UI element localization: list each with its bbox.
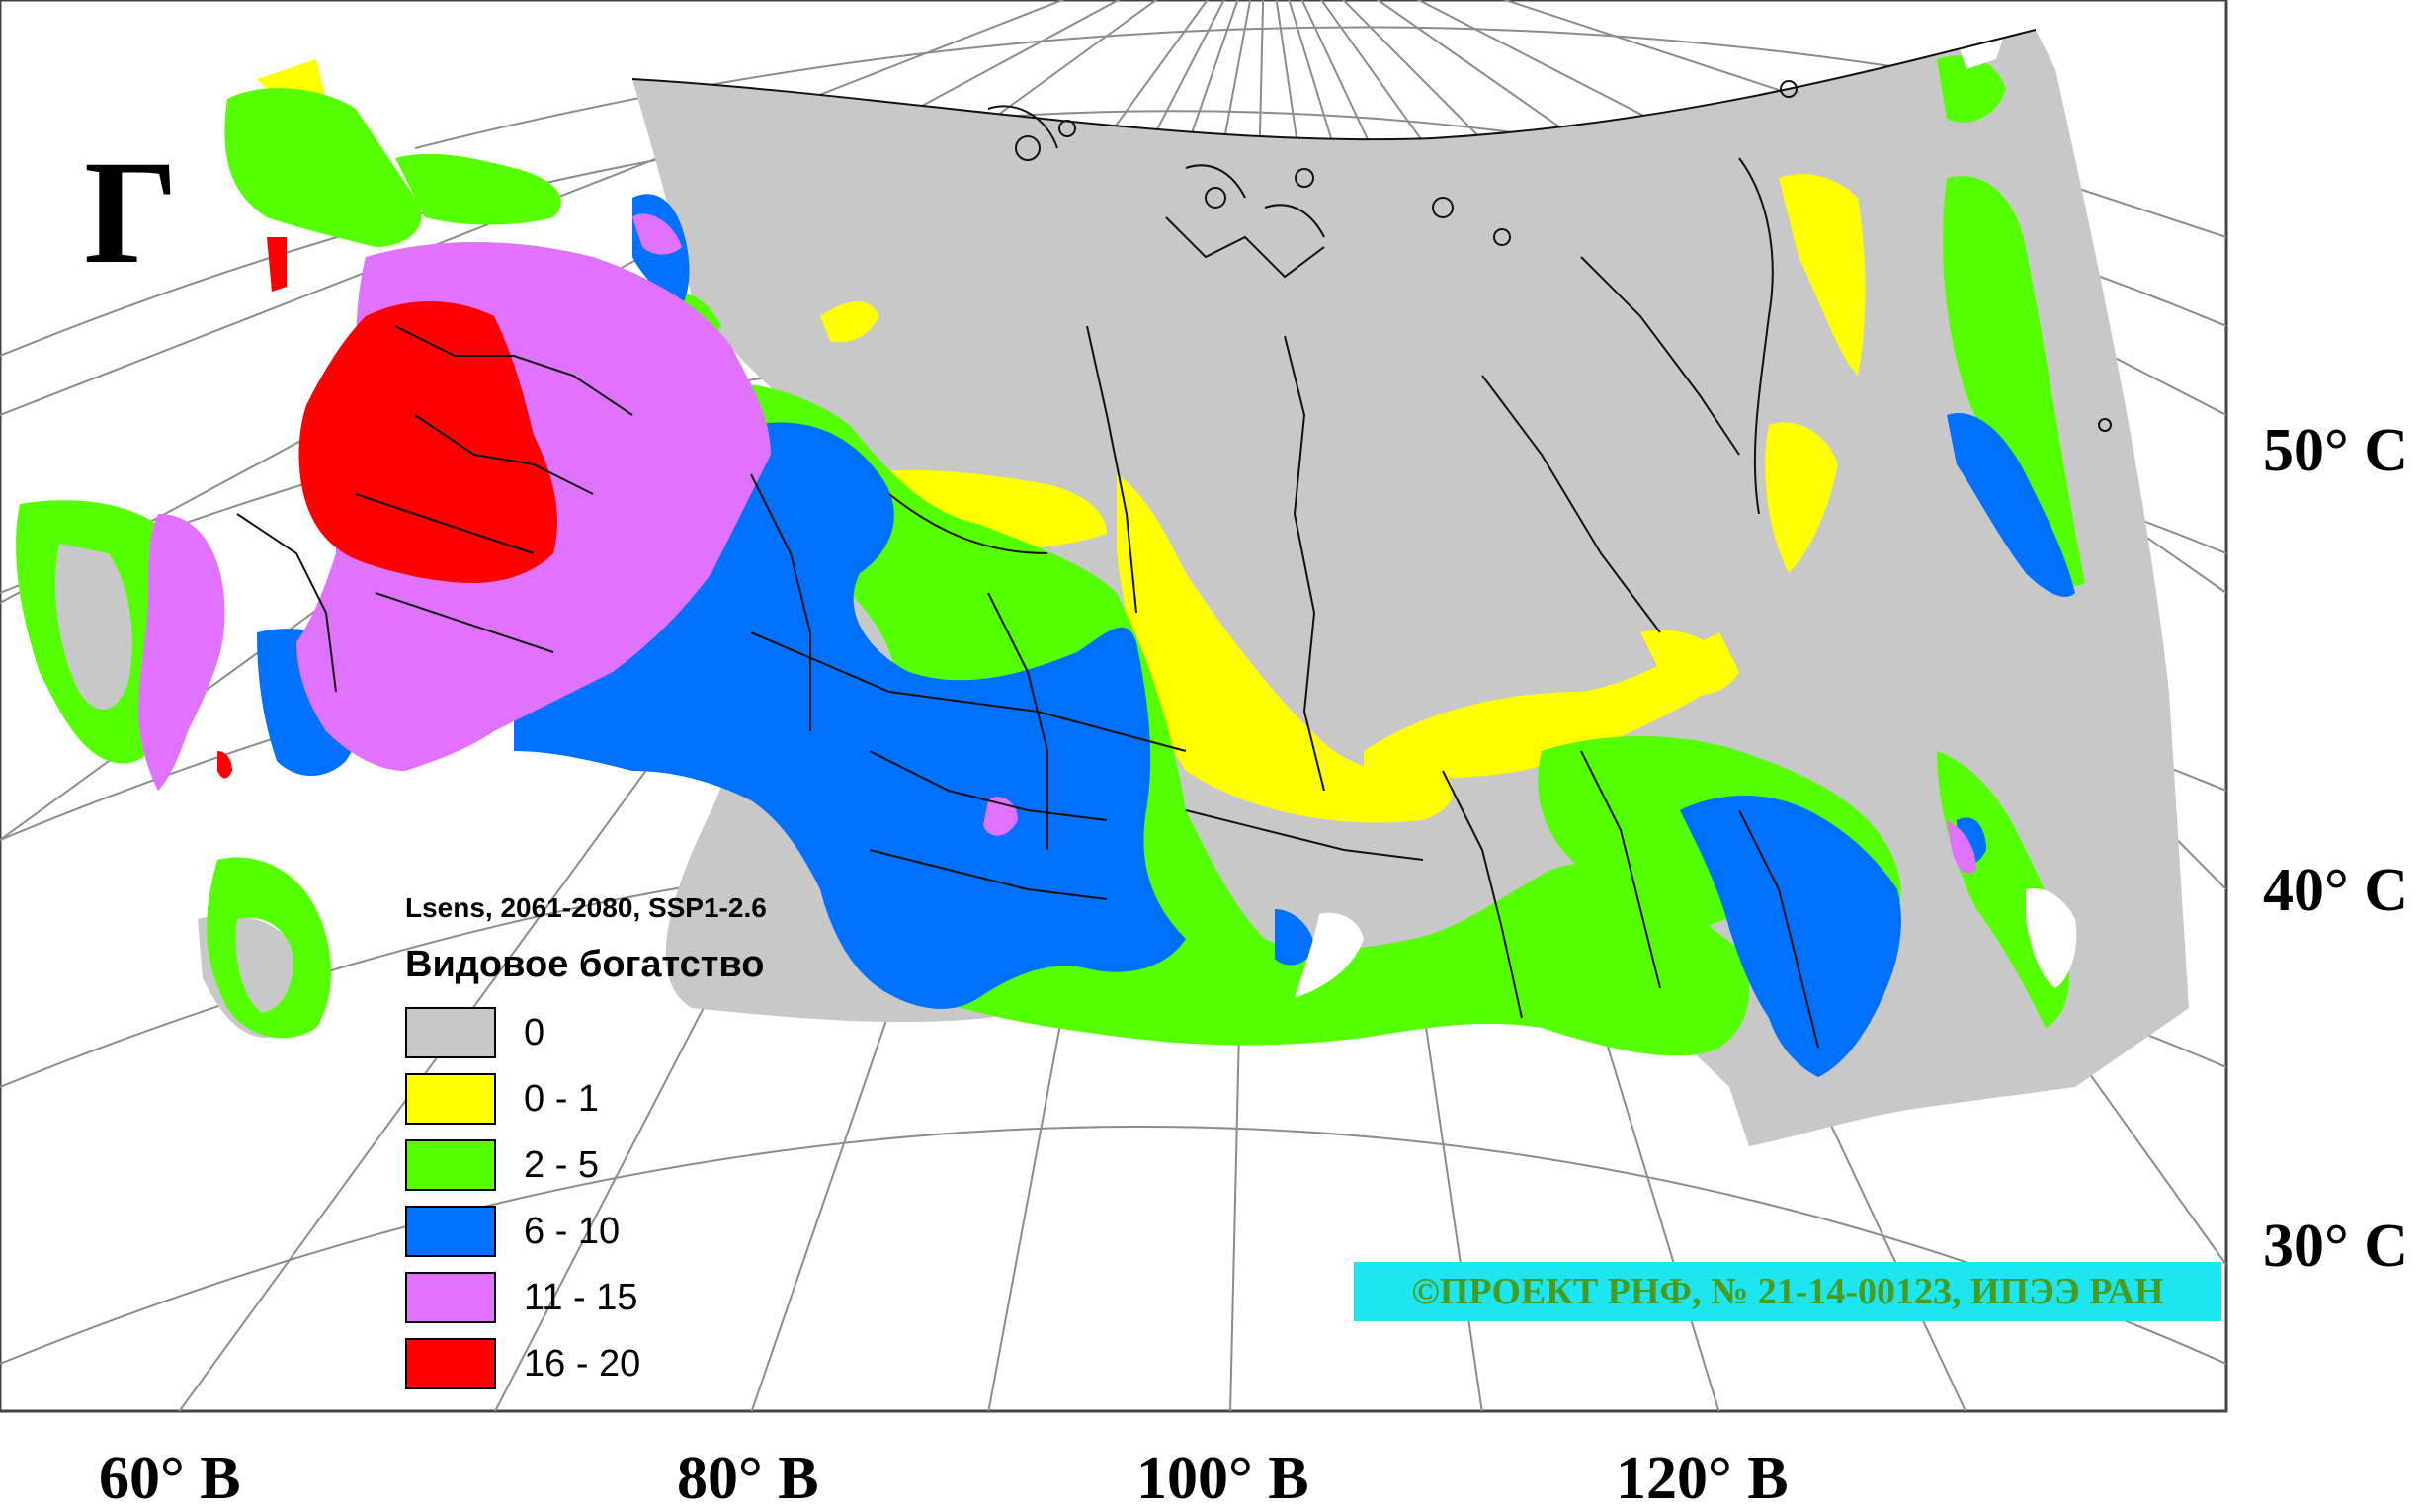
legend-swatch	[405, 1272, 496, 1323]
legend-label: 0 - 1	[524, 1077, 600, 1120]
region-borders	[236, 29, 2037, 1049]
map-canvas	[0, 0, 2228, 1413]
legend-label: 0	[524, 1011, 545, 1053]
region-class-16-20	[217, 237, 557, 779]
legend-swatch	[405, 1338, 496, 1389]
legend-label: 16 - 20	[524, 1342, 641, 1385]
credit-text: ©ПРОЕКТ РНФ, № 21-14-00123, ИПЭЭ РАН	[1411, 1271, 2164, 1312]
legend-item: 16 - 20	[405, 1336, 640, 1391]
islands	[1015, 80, 2112, 432]
legend-label: 6 - 10	[524, 1210, 621, 1252]
legend-swatch	[405, 1073, 496, 1125]
legend-item: 0	[405, 1005, 544, 1060]
legend-item: 2 - 5	[405, 1137, 599, 1193]
legend-swatch	[405, 1206, 496, 1257]
longitude-label: 100° В	[1136, 1445, 1309, 1512]
legend-item: 6 - 10	[405, 1204, 620, 1259]
panel-letter: Г	[84, 130, 179, 294]
longitude-label: 120° В	[1616, 1445, 1789, 1512]
credit-box: ©ПРОЕКТ РНФ, № 21-14-00123, ИПЭЭ РАН	[1354, 1262, 2221, 1321]
map-frame	[0, 0, 2228, 1413]
legend-title: Видовое богатство	[405, 944, 765, 985]
latitude-label: 40° С	[2263, 857, 2409, 924]
legend-label: 2 - 5	[524, 1143, 600, 1186]
longitude-label: 60° В	[99, 1445, 241, 1512]
legend-label: 11 - 15	[524, 1276, 638, 1318]
legend-item: 0 - 1	[405, 1071, 599, 1127]
legend-scenario: Lsens, 2061-2080, SSP1-2.6	[405, 892, 767, 923]
latitude-label: 30° С	[2263, 1213, 2409, 1280]
legend-swatch	[405, 1139, 496, 1191]
longitude-label: 80° В	[677, 1445, 819, 1512]
latitude-label: 50° С	[2263, 417, 2409, 484]
legend-item: 11 - 15	[405, 1270, 637, 1325]
legend-swatch	[405, 1007, 496, 1058]
